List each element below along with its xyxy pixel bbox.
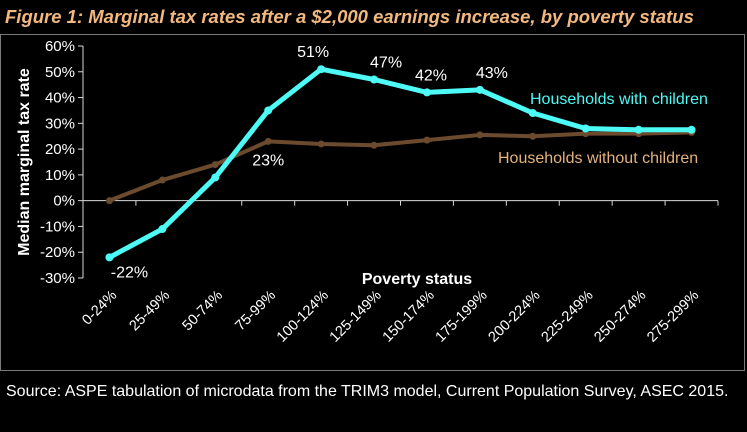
labels: Households with children Households witho… xyxy=(111,44,708,281)
point-without-children xyxy=(105,197,113,205)
x-tick-label: 200-224% xyxy=(486,287,544,345)
point-without-children xyxy=(476,131,484,139)
point-with-children xyxy=(634,125,643,134)
source-note: Source: ASPE tabulation of microdata fro… xyxy=(6,383,729,400)
series-lines xyxy=(105,65,696,262)
data-label: 23% xyxy=(252,152,284,169)
x-axis-title: Poverty status xyxy=(362,271,472,288)
data-label: -22% xyxy=(111,264,148,281)
x-tick-label: 0-24% xyxy=(79,287,120,328)
point-without-children xyxy=(317,140,325,148)
y-tick-label: -20% xyxy=(40,244,75,261)
x-tick-label: 225-249% xyxy=(538,287,596,345)
point-with-children xyxy=(211,173,220,182)
point-with-children xyxy=(422,88,431,97)
axes: -30% -20% -10% 0% 10% 20% 30% 40% 50% 60% 0-24% 25-… xyxy=(16,38,719,346)
point-with-children xyxy=(475,85,484,94)
point-with-children xyxy=(370,75,379,84)
x-tick-label: 100-124% xyxy=(274,287,332,345)
figure-title: Figure 1: Marginal tax rates after a $2,… xyxy=(5,6,694,27)
y-tick-label: -10% xyxy=(40,218,75,235)
point-without-children xyxy=(264,137,272,145)
y-tick-label: 60% xyxy=(45,38,75,55)
x-tick-label: 75-99% xyxy=(232,287,279,334)
series-label-with-children: Households with children xyxy=(530,91,708,108)
data-label: 43% xyxy=(476,65,508,82)
point-with-children xyxy=(158,225,167,234)
point-without-children xyxy=(529,132,537,140)
point-without-children xyxy=(370,141,378,149)
y-tick-label: 50% xyxy=(45,64,75,81)
x-tick-label: 275-299% xyxy=(644,287,702,345)
data-label: 47% xyxy=(370,55,402,72)
point-with-children xyxy=(317,65,326,74)
x-tick-label: 25-49% xyxy=(127,287,174,334)
y-tick-label: 40% xyxy=(45,90,75,107)
x-tick-label: 250-274% xyxy=(591,287,649,345)
data-label: 42% xyxy=(415,67,447,84)
point-with-children xyxy=(687,125,696,134)
line-chart: -30% -20% -10% 0% 10% 20% 30% 40% 50% 60% 0-24% 25-… xyxy=(16,38,719,346)
point-without-children xyxy=(211,161,219,169)
series-line-without-children xyxy=(107,130,694,203)
chart-frame xyxy=(0,34,745,371)
data-label: 51% xyxy=(297,44,329,61)
point-without-children xyxy=(423,136,431,144)
y-axis-title: Median marginal tax rate xyxy=(16,68,33,256)
series-line-with-children xyxy=(106,66,695,260)
x-tick-label: 150-174% xyxy=(380,287,438,345)
y-tick-label: 30% xyxy=(45,115,75,132)
point-with-children xyxy=(581,124,590,133)
y-tick-label: 0% xyxy=(53,193,75,210)
point-with-children xyxy=(528,109,537,118)
point-with-children xyxy=(105,253,114,262)
point-without-children xyxy=(158,176,166,184)
x-tick-label: 125-149% xyxy=(327,287,385,345)
point-with-children xyxy=(264,106,273,115)
x-tick-label: 175-199% xyxy=(433,287,491,345)
y-tick-label: 10% xyxy=(45,167,75,184)
x-tick-label: 50-74% xyxy=(179,287,226,334)
y-tick-label: 20% xyxy=(45,141,75,158)
y-tick-label: -30% xyxy=(40,270,75,287)
series-label-without-children: Households without children xyxy=(498,150,698,167)
